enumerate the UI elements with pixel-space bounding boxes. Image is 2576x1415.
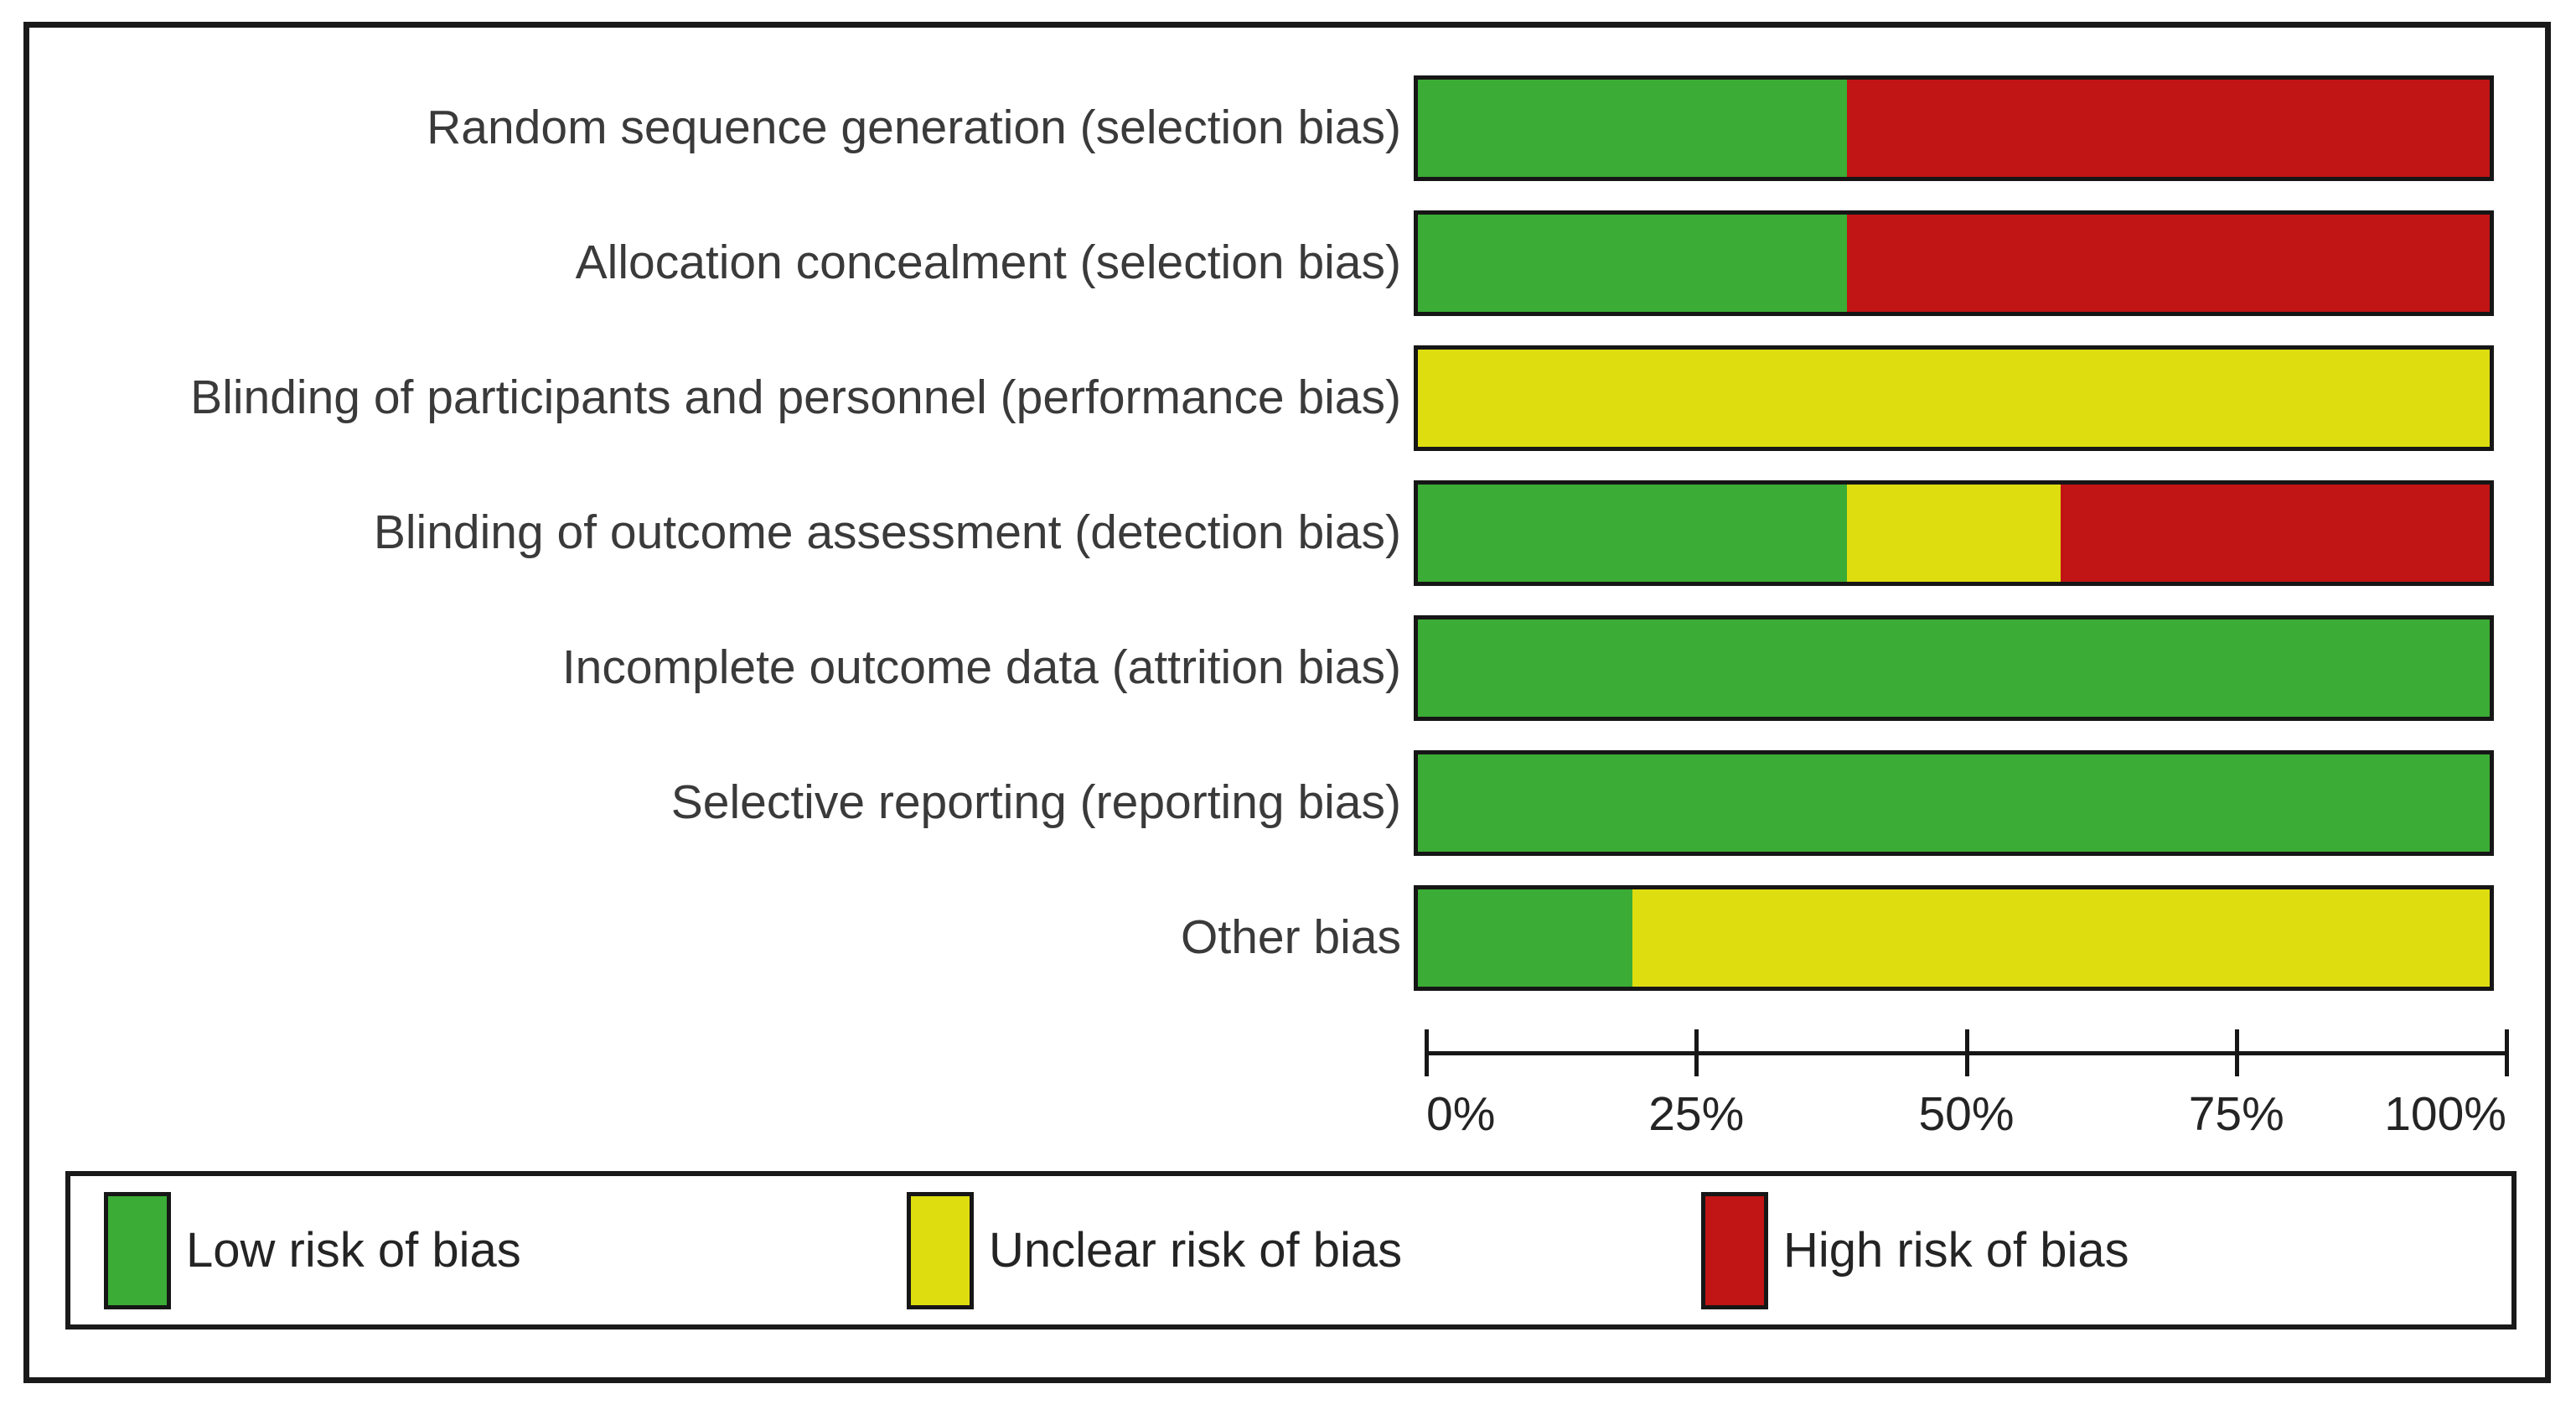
stacked-bar xyxy=(1414,885,2494,991)
bar-segment-high xyxy=(1846,80,2490,177)
chart-row: Allocation concealment (selection bias) xyxy=(29,210,2545,316)
bar-segment-low xyxy=(1418,485,1847,582)
axis-tick xyxy=(1964,1029,1969,1076)
axis-tick-label: 50% xyxy=(1918,1087,2015,1141)
chart-row: Random sequence generation (selection bi… xyxy=(29,75,2545,181)
bar-segment-high xyxy=(1846,215,2490,312)
axis-tick xyxy=(2234,1029,2239,1076)
legend-box: Low risk of bias Unclear risk of bias High… xyxy=(65,1171,2517,1329)
stacked-bar xyxy=(1414,615,2494,721)
category-label: Incomplete outcome data (attrition bias) xyxy=(561,640,1401,695)
bar-segment-low xyxy=(1418,889,1632,987)
chart-row: Blinding of participants and personnel (… xyxy=(29,345,2545,451)
chart-row: Other bias xyxy=(29,885,2545,991)
stacked-bar xyxy=(1414,75,2494,181)
chart-row: Selective reporting (reporting bias) xyxy=(29,750,2545,856)
legend-entry: Unclear risk of bias xyxy=(907,1176,1402,1324)
bar-segment-unclear xyxy=(1632,889,2490,987)
figure-frame: Random sequence generation (selection bi… xyxy=(23,22,2551,1383)
bar-segment-unclear xyxy=(1846,485,2061,582)
category-label: Allocation concealment (selection bias) xyxy=(575,236,1401,290)
axis-tick xyxy=(1694,1029,1699,1076)
bar-segment-unclear xyxy=(1418,350,2490,447)
axis-tick xyxy=(2505,1029,2509,1076)
x-axis: 0% 25% 50% 75% 100% xyxy=(1425,1029,2509,1141)
bar-rows: Random sequence generation (selection bi… xyxy=(29,75,2545,1020)
axis-tick xyxy=(1425,1029,1429,1076)
bar-segment-low xyxy=(1418,80,1847,177)
category-label: Blinding of participants and personnel (… xyxy=(190,371,1401,425)
chart-row: Blinding of outcome assessment (detectio… xyxy=(29,480,2545,586)
category-label: Random sequence generation (selection bi… xyxy=(427,101,1401,155)
category-label: Other bias xyxy=(1181,910,1401,965)
legend-label: Unclear risk of bias xyxy=(989,1223,1403,1278)
legend-entry: Low risk of bias xyxy=(104,1176,521,1324)
legend-swatch-low xyxy=(104,1191,171,1309)
category-label: Selective reporting (reporting bias) xyxy=(670,775,1401,830)
legend-label: Low risk of bias xyxy=(186,1223,521,1278)
legend-entry: High risk of bias xyxy=(1701,1176,2129,1324)
stacked-bar xyxy=(1414,480,2494,586)
stacked-bar xyxy=(1414,750,2494,856)
stacked-bar xyxy=(1414,345,2494,451)
axis-tick-label: 0% xyxy=(1426,1087,1496,1141)
stacked-bar xyxy=(1414,210,2494,316)
legend-label: High risk of bias xyxy=(1783,1223,2129,1278)
bar-segment-low xyxy=(1418,619,2490,717)
bar-segment-low xyxy=(1418,754,2490,852)
legend-swatch-unclear xyxy=(907,1191,974,1309)
axis-tick-label: 25% xyxy=(1648,1087,1745,1141)
axis-tick-label: 75% xyxy=(2188,1087,2284,1141)
bar-segment-low xyxy=(1418,215,1847,312)
legend-swatch-high xyxy=(1701,1191,1768,1309)
chart-row: Incomplete outcome data (attrition bias) xyxy=(29,615,2545,721)
axis-tick-label: 100% xyxy=(2384,1087,2506,1141)
category-label: Blinding of outcome assessment (detectio… xyxy=(373,505,1401,560)
bar-segment-high xyxy=(2061,485,2490,582)
